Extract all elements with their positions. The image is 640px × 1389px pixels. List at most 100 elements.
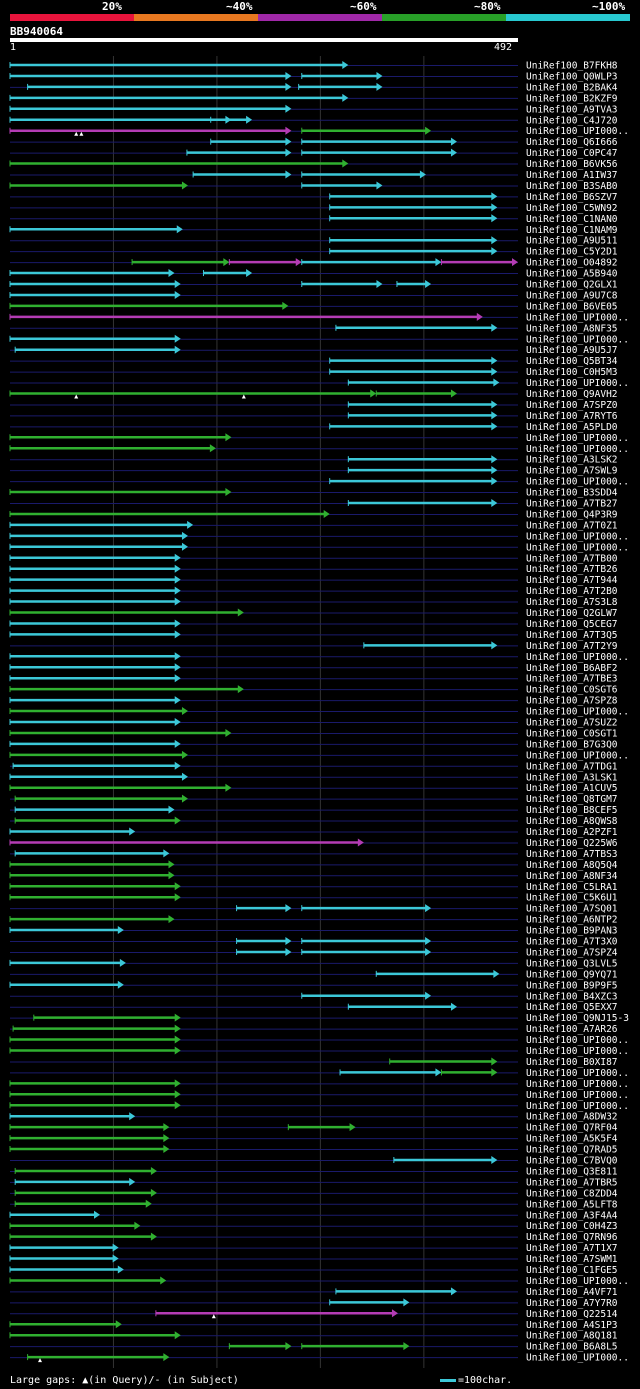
hit-label[interactable]: UniRef100_Q3E811: [526, 1166, 618, 1177]
hit-label[interactable]: UniRef100_A7T944: [526, 575, 618, 586]
hit-label[interactable]: UniRef100_B9P9F5: [526, 980, 618, 991]
hit-label[interactable]: UniRef100_C7BVQ0: [526, 1156, 618, 1167]
hit-label[interactable]: UniRef100_UPI000..: [526, 378, 629, 389]
hit-label[interactable]: UniRef100_Q6I666: [526, 137, 618, 148]
hit-label[interactable]: UniRef100_A7TBS3: [526, 849, 618, 860]
hit-label[interactable]: UniRef100_A4S1P3: [526, 1320, 618, 1331]
hit-label[interactable]: UniRef100_C5Y2D1: [526, 247, 618, 258]
hit-label[interactable]: UniRef100_UPI000..: [526, 750, 629, 761]
hit-label[interactable]: UniRef100_Q5BT34: [526, 356, 618, 367]
hit-label[interactable]: UniRef100_Q2GLX1: [526, 280, 618, 291]
hit-label[interactable]: UniRef100_B6A8L5: [526, 1342, 618, 1353]
hit-label[interactable]: UniRef100_UPI000..: [526, 707, 629, 718]
hit-label[interactable]: UniRef100_A7TBR5: [526, 1177, 618, 1188]
hit-label[interactable]: UniRef100_B9PAN3: [526, 926, 618, 937]
hit-label[interactable]: UniRef100_B3SAB0: [526, 181, 618, 192]
hit-label[interactable]: UniRef100_UPI000..: [526, 126, 629, 137]
hit-label[interactable]: UniRef100_UPI000..: [526, 542, 629, 553]
hit-label[interactable]: UniRef100_C1NAM9: [526, 225, 618, 236]
hit-label[interactable]: UniRef100_A9TVA3: [526, 104, 618, 115]
hit-label[interactable]: UniRef100_UPI000..: [526, 1046, 629, 1057]
hit-label[interactable]: UniRef100_A7S3L8: [526, 597, 618, 608]
hit-label[interactable]: UniRef100_A8NF35: [526, 323, 618, 334]
hit-label[interactable]: UniRef100_A7SUZ2: [526, 718, 618, 729]
hit-label[interactable]: UniRef100_A7T2Y9: [526, 641, 618, 652]
hit-label[interactable]: UniRef100_B2KZF9: [526, 93, 618, 104]
hit-label[interactable]: UniRef100_B0XI87: [526, 1057, 618, 1068]
hit-label[interactable]: UniRef100_C0H4Z3: [526, 1221, 618, 1232]
hit-label[interactable]: UniRef100_Q5EXX7: [526, 1002, 618, 1013]
hit-label[interactable]: UniRef100_Q0WLP3: [526, 71, 618, 82]
hit-label[interactable]: UniRef100_A5PLD0: [526, 422, 618, 433]
hit-label[interactable]: UniRef100_Q5CEG7: [526, 619, 618, 630]
hit-label[interactable]: UniRef100_A9U5J7: [526, 345, 618, 356]
hit-label[interactable]: UniRef100_A9U7C8: [526, 290, 618, 301]
hit-label[interactable]: UniRef100_C5LRA1: [526, 882, 618, 893]
hit-label[interactable]: UniRef100_A7RYT6: [526, 411, 618, 422]
hit-label[interactable]: UniRef100_A7SWM1: [526, 1254, 618, 1265]
hit-label[interactable]: UniRef100_C0H5M3: [526, 367, 618, 378]
hit-label[interactable]: UniRef100_A1CUV5: [526, 783, 618, 794]
hit-label[interactable]: UniRef100_A7T1X7: [526, 1243, 618, 1254]
hit-label[interactable]: UniRef100_B2BAK4: [526, 82, 618, 93]
hit-label[interactable]: UniRef100_Q7RF04: [526, 1123, 618, 1134]
hit-label[interactable]: UniRef100_Q9NJ15-3: [526, 1013, 629, 1024]
hit-label[interactable]: UniRef100_A7T2B0: [526, 586, 618, 597]
hit-label[interactable]: UniRef100_A5LFT8: [526, 1199, 618, 1210]
hit-label[interactable]: UniRef100_A5K5F4: [526, 1134, 618, 1145]
hit-label[interactable]: UniRef100_C0SGT1: [526, 728, 618, 739]
hit-label[interactable]: UniRef100_UPI000..: [526, 1079, 629, 1090]
hit-label[interactable]: UniRef100_A7TB00: [526, 553, 618, 564]
hit-label[interactable]: UniRef100_A3F4A4: [526, 1210, 618, 1221]
hit-label[interactable]: UniRef100_Q4P3R9: [526, 509, 618, 520]
hit-label[interactable]: UniRef100_C5WN92: [526, 203, 618, 214]
hit-label[interactable]: UniRef100_B7G3Q0: [526, 739, 618, 750]
hit-label[interactable]: UniRef100_A7TDG1: [526, 761, 618, 772]
hit-label[interactable]: UniRef100_A7Y7R0: [526, 1298, 618, 1309]
hit-label[interactable]: UniRef100_C0PC47: [526, 148, 618, 159]
hit-label[interactable]: UniRef100_C4J720: [526, 115, 618, 126]
hit-label[interactable]: UniRef100_B7FKH8: [526, 61, 618, 72]
hit-label[interactable]: UniRef100_A3LSK1: [526, 772, 618, 783]
hit-label[interactable]: UniRef100_A8Q5Q4: [526, 860, 618, 871]
hit-label[interactable]: UniRef100_A7SWL9: [526, 466, 618, 477]
hit-label[interactable]: UniRef100_A7SPZ0: [526, 400, 618, 411]
hit-label[interactable]: UniRef100_A7T3Q5: [526, 630, 618, 641]
hit-label[interactable]: UniRef100_A7TB27: [526, 499, 618, 510]
hit-label[interactable]: UniRef100_B4XZC3: [526, 991, 618, 1002]
hit-label[interactable]: UniRef100_UPI000..: [526, 334, 629, 345]
hit-label[interactable]: UniRef100_A7TBE3: [526, 674, 618, 685]
hit-label[interactable]: UniRef100_UPI000..: [526, 1035, 629, 1046]
hit-label[interactable]: UniRef100_Q225W6: [526, 838, 618, 849]
hit-label[interactable]: UniRef100_A7AR26: [526, 1024, 618, 1035]
hit-label[interactable]: UniRef100_Q7RAD5: [526, 1145, 618, 1156]
hit-label[interactable]: UniRef100_B6ABF2: [526, 663, 618, 674]
hit-label[interactable]: UniRef100_C8ZDD4: [526, 1188, 618, 1199]
hit-label[interactable]: UniRef100_Q3LVL5: [526, 958, 618, 969]
hit-label[interactable]: UniRef100_A7TB26: [526, 564, 618, 575]
hit-label[interactable]: UniRef100_C0SGT6: [526, 685, 618, 696]
hit-label[interactable]: UniRef100_A6NTP2: [526, 915, 618, 926]
hit-label[interactable]: UniRef100_Q9AVH2: [526, 389, 618, 400]
hit-label[interactable]: UniRef100_Q8TGM7: [526, 794, 618, 805]
hit-label[interactable]: UniRef100_A8QWS8: [526, 816, 618, 827]
hit-label[interactable]: UniRef100_UPI000..: [526, 531, 629, 542]
hit-label[interactable]: UniRef100_Q22514: [526, 1309, 618, 1320]
hit-label[interactable]: UniRef100_Q9YQ71: [526, 969, 618, 980]
hit-label[interactable]: UniRef100_UPI000..: [526, 1353, 629, 1364]
hit-label[interactable]: UniRef100_UPI000..: [526, 433, 629, 444]
hit-label[interactable]: UniRef100_C1NAN0: [526, 214, 618, 225]
hit-label[interactable]: UniRef100_O04892: [526, 258, 618, 269]
hit-label[interactable]: UniRef100_A2PZF1: [526, 827, 618, 838]
hit-label[interactable]: UniRef100_A7SPZ8: [526, 696, 618, 707]
hit-label[interactable]: UniRef100_A7T0Z1: [526, 520, 618, 531]
hit-label[interactable]: UniRef100_A5B940: [526, 269, 618, 280]
hit-label[interactable]: UniRef100_A8NF34: [526, 871, 618, 882]
hit-label[interactable]: UniRef100_A4VF71: [526, 1287, 618, 1298]
hit-label[interactable]: UniRef100_B3SDD4: [526, 488, 618, 499]
hit-label[interactable]: UniRef100_UPI000..: [526, 477, 629, 488]
hit-label[interactable]: UniRef100_A3LSK2: [526, 455, 618, 466]
hit-label[interactable]: UniRef100_UPI000..: [526, 1276, 629, 1287]
hit-label[interactable]: UniRef100_A7T3X0: [526, 937, 618, 948]
hit-label[interactable]: UniRef100_B6SZV7: [526, 192, 618, 203]
